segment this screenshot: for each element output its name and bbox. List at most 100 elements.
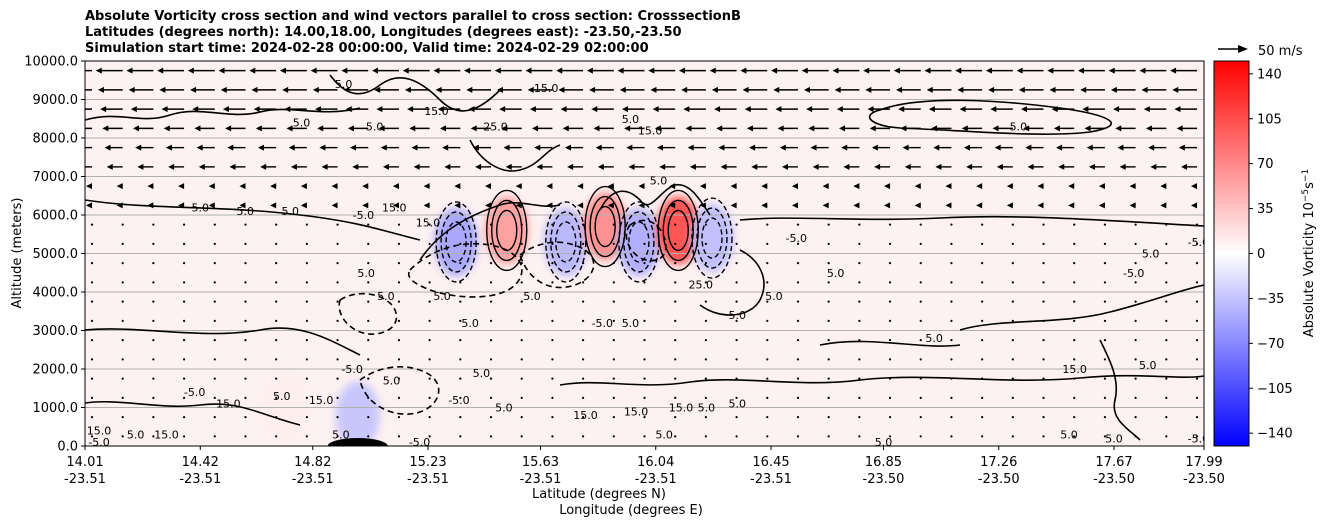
wind-vector — [858, 339, 861, 342]
wind-vector-dot — [397, 339, 401, 342]
wind-vector — [1042, 358, 1045, 361]
wind-vector-dot — [244, 300, 247, 303]
wind-vector — [121, 339, 124, 342]
wind-vector — [704, 262, 707, 265]
wind-vector — [674, 223, 677, 226]
wind-vector-head-icon — [699, 183, 706, 190]
wind-vector — [994, 144, 1013, 151]
wind-vector — [834, 86, 860, 93]
wind-vector — [1145, 125, 1167, 132]
x-tick-label-lat-7: 16.85 — [865, 455, 902, 470]
wind-vector-dot — [981, 416, 984, 419]
wind-vector — [749, 144, 768, 151]
wind-vector — [612, 242, 615, 245]
wind-vector — [126, 67, 154, 74]
wind-vector — [428, 435, 431, 438]
contour-line-10 — [85, 400, 301, 426]
wind-vector-head-icon — [638, 202, 645, 209]
wind-vector — [556, 67, 584, 74]
wind-vector-dot — [244, 281, 247, 284]
wind-vector-dot — [735, 339, 738, 342]
wind-vector-dot — [305, 339, 308, 342]
wind-vector-dot — [919, 262, 922, 265]
wind-vector-dot — [459, 262, 462, 265]
wind-vector — [433, 67, 461, 74]
wind-vector-dot — [428, 223, 431, 226]
wind-vector-dot — [981, 300, 984, 303]
wind-vector-head-icon — [147, 183, 154, 190]
wind-vector-dot — [1103, 377, 1107, 380]
wind-vector — [213, 396, 216, 399]
wind-vector-head-icon — [407, 106, 414, 113]
wind-vector-head-icon — [1145, 125, 1152, 132]
wind-vector — [345, 106, 369, 113]
wind-vector — [121, 319, 124, 322]
wind-vector — [551, 377, 554, 380]
wind-vector — [459, 339, 462, 342]
wind-vector — [1165, 300, 1168, 303]
wind-vector — [85, 127, 92, 130]
contour-label-10: 5.0 — [192, 201, 210, 214]
wind-vector-dot — [1195, 262, 1199, 265]
wind-vector — [489, 281, 493, 284]
wind-vector-dot — [827, 223, 830, 226]
wind-vector — [858, 223, 861, 226]
wind-vector — [213, 339, 216, 342]
colorbar-tick-label-4: 0 — [1257, 247, 1265, 262]
wind-vector — [612, 262, 615, 265]
wind-vector — [771, 67, 798, 74]
contour-label-32: 15.0 — [1062, 363, 1087, 376]
wind-vector-head-icon — [454, 202, 461, 209]
wind-vector — [699, 183, 706, 190]
contour-label-52: -5.0 — [1188, 432, 1209, 445]
wind-vector — [459, 281, 462, 284]
wind-vector — [643, 242, 646, 245]
wind-vector — [244, 377, 247, 380]
wind-vector — [213, 281, 216, 284]
contour-label-53: 15.0 — [87, 425, 112, 438]
wind-vector-dot — [489, 416, 493, 419]
wind-vector — [208, 202, 215, 209]
wind-vector-dot — [121, 281, 124, 284]
wind-vector-dot — [674, 377, 677, 380]
wind-vector-dot — [397, 242, 401, 245]
wind-vector — [919, 339, 922, 342]
wind-vector-dot — [766, 435, 769, 438]
wind-vector-dot — [367, 223, 370, 226]
wind-vector-dot — [766, 319, 769, 322]
wind-vector — [121, 358, 124, 361]
y-tick-label-0: 0.0 — [57, 440, 78, 455]
wind-vector-head-icon — [439, 125, 446, 132]
wind-vector-dot — [520, 377, 523, 380]
wind-vector-dot — [551, 358, 554, 361]
wind-vector — [352, 163, 369, 170]
contour-line-14 — [1099, 339, 1141, 441]
wind-vector-dot — [1134, 396, 1137, 399]
wind-vector — [1023, 125, 1044, 132]
wind-vector-dot — [90, 281, 94, 284]
wind-vector — [1011, 300, 1014, 303]
wind-vector — [1139, 67, 1167, 74]
wind-vector — [689, 163, 706, 170]
wind-vector — [90, 416, 94, 419]
wind-vector — [133, 125, 154, 132]
wind-vector — [152, 262, 155, 265]
wind-vector — [222, 106, 246, 113]
wind-vector-head-icon — [650, 86, 657, 93]
contour-label-16: -5.0 — [786, 232, 807, 245]
wind-vector — [1178, 144, 1197, 151]
wind-vector-dot — [735, 358, 738, 361]
wind-vector — [674, 435, 677, 438]
wind-vector-head-icon — [503, 144, 510, 151]
wind-vector-head-icon — [589, 86, 596, 93]
wind-vector — [1073, 242, 1076, 245]
wind-vector — [950, 396, 953, 399]
wind-vector-head-icon — [591, 106, 598, 113]
wind-vector — [976, 202, 983, 209]
contour-label-22: 5.0 — [377, 290, 395, 303]
wind-vector — [766, 262, 769, 265]
wind-vector — [1165, 281, 1168, 284]
contour-label-41: 5.0 — [495, 402, 513, 415]
wind-vector — [489, 339, 493, 342]
